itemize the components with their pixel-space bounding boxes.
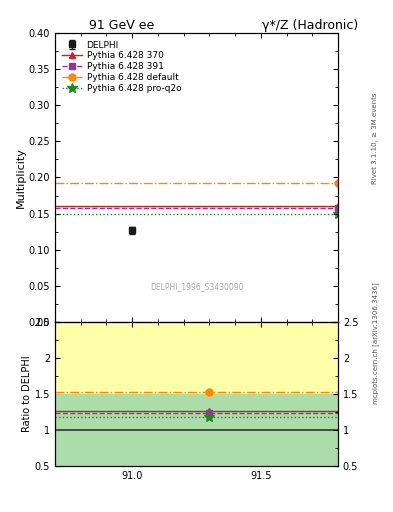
Text: DELPHI_1996_S3430090: DELPHI_1996_S3430090: [150, 283, 243, 292]
Text: 91 GeV ee: 91 GeV ee: [89, 19, 154, 32]
Text: mcplots.cern.ch [arXiv:1306.3436]: mcplots.cern.ch [arXiv:1306.3436]: [372, 282, 379, 404]
Legend: DELPHI, Pythia 6.428 370, Pythia 6.428 391, Pythia 6.428 default, Pythia 6.428 p: DELPHI, Pythia 6.428 370, Pythia 6.428 3…: [59, 38, 184, 95]
Text: γ*/Z (Hadronic): γ*/Z (Hadronic): [263, 19, 358, 32]
Text: Rivet 3.1.10, ≥ 3M events: Rivet 3.1.10, ≥ 3M events: [372, 93, 378, 184]
Bar: [55, 394, 338, 466]
Y-axis label: Ratio to DELPHI: Ratio to DELPHI: [22, 355, 32, 432]
Y-axis label: Multiplicity: Multiplicity: [16, 147, 26, 208]
